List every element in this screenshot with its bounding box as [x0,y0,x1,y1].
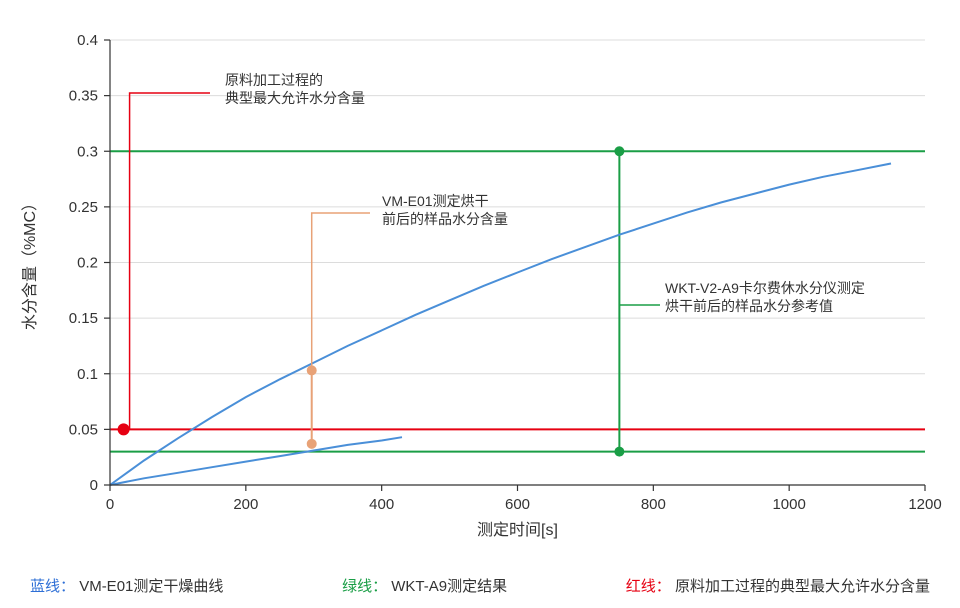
svg-text:典型最大允许水分含量: 典型最大允许水分含量 [225,90,365,106]
svg-text:0.15: 0.15 [69,310,98,327]
chart-container: 原料加工过程的典型最大允许水分含量VM-E01测定烘干前后的样品水分含量WKT-… [0,0,960,608]
svg-text:0.35: 0.35 [69,88,98,105]
legend-red-label: 红线： [626,578,671,595]
legend-blue: 蓝线： VM-E01测定干燥曲线 [30,575,223,596]
svg-text:200: 200 [233,496,258,513]
svg-text:水分含量（%MC）: 水分含量（%MC） [21,195,39,330]
legend-green-text: WKT-A9测定结果 [391,578,507,595]
svg-text:0.05: 0.05 [69,421,98,438]
svg-text:0.25: 0.25 [69,199,98,216]
svg-text:烘干前后的样品水分参考值: 烘干前后的样品水分参考值 [665,298,833,314]
legend-blue-text: VM-E01测定干燥曲线 [79,578,223,595]
svg-text:1000: 1000 [772,496,805,513]
legend-row: 蓝线： VM-E01测定干燥曲线 绿线： WKT-A9测定结果 红线： 原料加工… [30,575,930,596]
svg-text:0.1: 0.1 [77,366,98,383]
svg-text:0.3: 0.3 [77,143,98,160]
svg-text:0.2: 0.2 [77,255,98,272]
svg-text:800: 800 [641,496,666,513]
svg-text:原料加工过程的: 原料加工过程的 [225,72,323,88]
svg-text:0.4: 0.4 [77,32,98,49]
legend-blue-label: 蓝线： [30,578,75,595]
svg-text:400: 400 [369,496,394,513]
chart-svg: 原料加工过程的典型最大允许水分含量 VM-E01测定烘干前后的样品水分含量 WKT-… [0,0,960,560]
legend-red: 红线： 原料加工过程的典型最大允许水分含量 [626,575,930,596]
legend-green: 绿线： WKT-A9测定结果 [342,575,507,596]
svg-text:测定时间[s]: 测定时间[s] [477,521,558,539]
svg-text:0: 0 [106,496,114,513]
svg-text:600: 600 [505,496,530,513]
legend-green-label: 绿线： [342,578,387,595]
svg-text:前后的样品水分含量: 前后的样品水分含量 [382,211,508,227]
svg-text:VM-E01测定烘干: VM-E01测定烘干 [382,193,489,209]
svg-text:WKT-V2-A9卡尔费休水分仪测定: WKT-V2-A9卡尔费休水分仪测定 [665,280,865,296]
svg-text:0: 0 [90,477,98,494]
legend-red-text: 原料加工过程的典型最大允许水分含量 [675,578,930,595]
svg-text:1200: 1200 [908,496,941,513]
